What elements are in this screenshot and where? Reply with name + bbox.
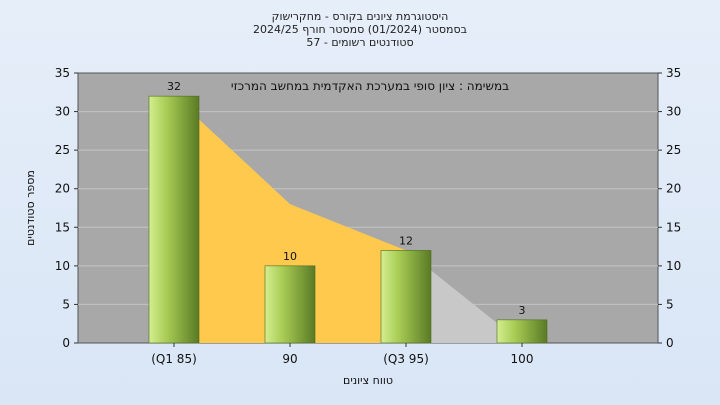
bar — [380, 250, 432, 344]
chart-title: היסטוגרמת ציונים בקורס - מחקרישוק — [271, 10, 449, 23]
y-axis-title: מספר סטודנטים — [24, 170, 37, 246]
bar-value-label: 12 — [399, 234, 413, 247]
bar — [148, 95, 200, 344]
y-tick-label-right: 10 — [666, 259, 681, 273]
bar-value-label: 32 — [167, 80, 181, 93]
area-fill-primary — [174, 96, 406, 344]
bars: 32 10 12 3 — [148, 80, 548, 344]
bar-value-label: 3 — [519, 304, 526, 317]
y-tick-label-right: 15 — [666, 220, 681, 234]
y-tick-label-right: 5 — [666, 297, 674, 311]
axes: 0 0 5 5 10 10 15 15 20 20 25 25 30 30 35 35 (Q1 85) 90 (Q3… — [55, 66, 682, 366]
x-tick-label: 90 — [282, 352, 297, 366]
y-tick-label-left: 30 — [55, 105, 70, 119]
bar-value-label: 10 — [283, 250, 297, 263]
y-tick-label-left: 15 — [55, 220, 70, 234]
y-tick-label-right: 25 — [666, 143, 681, 157]
chart-subtitle-students: סטודנטים רשומים - 57 — [306, 36, 414, 49]
bar — [496, 319, 548, 344]
y-tick-label-right: 20 — [666, 182, 681, 196]
y-tick-label-left: 10 — [55, 259, 70, 273]
chart-subtitle-semester: בסמסטר (01/2024) סמסטר חורף 2024/25 — [253, 23, 467, 36]
bar — [264, 265, 316, 344]
x-tick-label: 100 — [511, 352, 534, 366]
chart-annotation: במשימה : ציון סופי במערכת האקדמית במחשב … — [231, 79, 509, 93]
x-axis-title: טווח ציונים — [343, 374, 393, 387]
y-tick-label-left: 20 — [55, 182, 70, 196]
y-tick-label-left: 25 — [55, 143, 70, 157]
y-tick-label-right: 30 — [666, 105, 681, 119]
y-tick-label-right: 35 — [666, 66, 681, 80]
y-tick-label-left: 5 — [62, 297, 70, 311]
area-fill-tail — [406, 250, 522, 343]
chart-title-block: היסטוגרמת ציונים בקורס - מחקרישוק בסמסטר… — [0, 10, 720, 49]
y-tick-label-right: 0 — [666, 336, 674, 350]
y-tick-label-left: 35 — [55, 66, 70, 80]
area-series — [174, 96, 522, 344]
x-tick-label: (Q3 95) — [383, 352, 429, 366]
y-tick-label-left: 0 — [62, 336, 70, 350]
x-tick-label: (Q1 85) — [151, 352, 197, 366]
